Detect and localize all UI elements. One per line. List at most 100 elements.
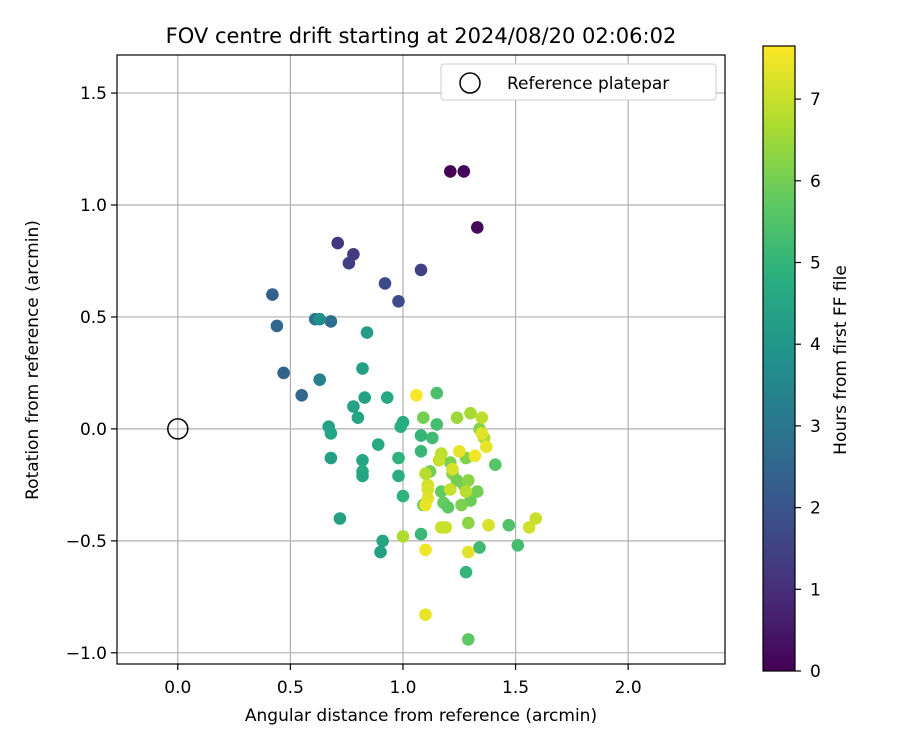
data-point: [374, 545, 387, 559]
colorbar-tick-label: 4: [810, 335, 821, 355]
data-point: [277, 366, 290, 380]
data-points: [266, 165, 543, 646]
x-tick-label: 1.5: [502, 678, 529, 698]
legend-label: Reference platepar: [507, 74, 669, 94]
y-tick-label: 0.5: [80, 308, 107, 328]
data-point: [462, 474, 475, 487]
data-point: [324, 451, 338, 465]
data-point: [419, 543, 432, 557]
data-point: [464, 406, 477, 420]
data-point: [392, 469, 405, 483]
data-point: [414, 429, 428, 442]
data-point: [457, 165, 471, 178]
data-point: [462, 516, 475, 530]
data-point: [459, 565, 473, 579]
data-point: [502, 518, 516, 532]
data-point: [462, 633, 475, 646]
data-point: [450, 411, 464, 425]
data-point: [324, 427, 338, 440]
legend-box: [440, 63, 717, 101]
data-point: [455, 498, 468, 512]
data-point: [313, 373, 327, 387]
data-point: [453, 445, 466, 458]
colorbar-tick-label: 1: [810, 580, 821, 600]
data-point: [351, 411, 365, 425]
y-tick-label: 1.0: [80, 196, 107, 216]
colorbar-tick-label: 6: [810, 172, 821, 192]
colorbar-label: Hours from first FF file: [831, 265, 851, 455]
data-point: [414, 527, 428, 541]
data-point: [522, 521, 536, 534]
data-point: [489, 458, 502, 472]
data-point: [444, 165, 457, 178]
data-point: [347, 400, 360, 413]
data-point: [471, 485, 484, 498]
y-tick-label: −1.0: [66, 644, 107, 664]
y-tick-label: 0.0: [80, 420, 107, 440]
data-point: [356, 454, 369, 467]
data-point: [396, 489, 410, 503]
legend-marker: [459, 72, 481, 94]
data-point: [392, 295, 405, 308]
colorbar-tick-label: 0: [810, 662, 821, 682]
colorbar-gradient: [762, 45, 796, 672]
data-point: [333, 512, 347, 525]
colorbar-ticks: 0 1 2 3 4 5 6 7: [795, 90, 821, 682]
x-ticks: 0.0 0.5 1.0 1.5 2.0: [164, 664, 642, 698]
data-point: [270, 319, 284, 333]
data-point: [414, 263, 428, 277]
data-point: [511, 539, 525, 552]
y-ticks: −1.0 −0.5 0.0 0.5 1.0 1.5: [66, 84, 117, 664]
data-point: [475, 411, 489, 425]
x-tick-label: 0.0: [164, 678, 191, 698]
legend: Reference platepar: [440, 63, 717, 101]
data-point: [473, 541, 486, 554]
y-tick-label: 1.5: [80, 84, 107, 104]
data-point: [331, 236, 345, 250]
chart-title: FOV centre drift starting at 2024/08/20 …: [166, 24, 677, 48]
data-point: [376, 534, 390, 548]
x-tick-label: 2.0: [615, 678, 642, 698]
reference-marker: [167, 418, 189, 440]
data-point: [471, 221, 484, 234]
data-point: [313, 312, 327, 326]
colorbar: 0 1 2 3 4 5 6 7 Hours from first FF file: [762, 45, 851, 682]
data-point: [459, 485, 473, 498]
y-axis-label: Rotation from reference (arcmin): [23, 220, 43, 500]
data-point: [360, 326, 374, 339]
data-point: [417, 411, 430, 425]
data-point: [421, 483, 435, 496]
colorbar-tick-label: 7: [810, 90, 821, 110]
data-point: [430, 386, 444, 400]
data-point: [342, 256, 356, 270]
data-point: [356, 469, 369, 483]
x-axis-label: Angular distance from reference (arcmin): [245, 706, 597, 726]
data-point: [419, 608, 432, 621]
data-point: [392, 451, 405, 465]
colorbar-tick-label: 5: [810, 254, 821, 274]
data-point: [419, 498, 432, 512]
data-point: [378, 277, 392, 290]
data-point: [482, 518, 495, 532]
y-tick-label: −0.5: [66, 532, 107, 552]
data-point: [371, 438, 385, 451]
data-point: [394, 420, 408, 434]
data-point: [475, 427, 489, 440]
data-point: [529, 512, 543, 525]
data-point: [426, 431, 439, 445]
data-point: [324, 315, 338, 328]
data-point: [380, 391, 394, 404]
data-point: [462, 545, 475, 559]
colorbar-tick-label: 3: [810, 417, 821, 437]
data-point: [414, 445, 428, 458]
data-point: [435, 521, 448, 534]
plot-frame: [116, 54, 726, 665]
x-tick-label: 0.5: [277, 678, 304, 698]
data-point: [396, 530, 410, 543]
data-point: [430, 418, 444, 431]
data-point: [419, 467, 432, 481]
data-point: [468, 449, 482, 463]
data-point: [358, 391, 372, 404]
data-point: [432, 454, 446, 467]
